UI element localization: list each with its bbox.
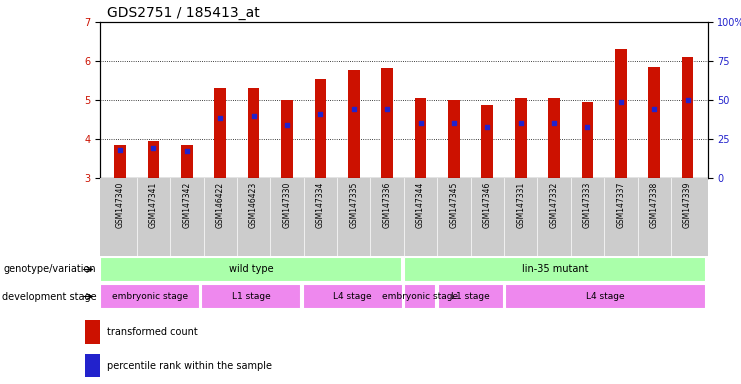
Point (548, 120, 560, 126)
Bar (281, 100, 293, 178)
Text: GSM147344: GSM147344 (416, 182, 425, 228)
Text: GSM146423: GSM146423 (249, 182, 258, 228)
Bar (515, 98, 527, 178)
Text: GSM146422: GSM146422 (216, 182, 225, 228)
Text: L4 stage: L4 stage (586, 292, 625, 301)
Point (281, 122, 293, 128)
Bar (404, 257, 706, 281)
Bar (100, 284, 200, 309)
Point (448, 119, 460, 126)
Bar (247, 88, 259, 178)
Bar (314, 79, 326, 178)
Text: GSM147345: GSM147345 (450, 182, 459, 228)
Bar (404, 284, 436, 309)
Bar (548, 98, 560, 178)
Bar (505, 284, 706, 309)
Text: GSM147341: GSM147341 (149, 182, 158, 228)
Point (381, 106, 393, 112)
Bar (302, 284, 402, 309)
Bar (147, 141, 159, 178)
Bar (382, 68, 393, 178)
Point (214, 114, 226, 121)
Text: GSM147334: GSM147334 (316, 182, 325, 228)
Text: GSM147337: GSM147337 (617, 182, 625, 228)
Point (314, 111, 326, 117)
Text: GSM147346: GSM147346 (483, 182, 492, 228)
Point (615, 99, 627, 105)
Point (348, 106, 359, 112)
Bar (85, 354, 100, 377)
Point (247, 113, 259, 119)
Text: GSM147338: GSM147338 (650, 182, 659, 228)
Text: transformed count: transformed count (107, 328, 198, 338)
Text: GSM147332: GSM147332 (550, 182, 559, 228)
Bar (415, 98, 426, 178)
Point (648, 106, 660, 112)
Text: L1 stage: L1 stage (451, 292, 490, 301)
Point (482, 124, 494, 131)
Point (415, 119, 427, 126)
Text: development stage: development stage (1, 291, 96, 301)
Text: GSM147331: GSM147331 (516, 182, 525, 228)
Bar (100, 257, 402, 281)
Bar (482, 105, 494, 178)
Point (147, 144, 159, 151)
Text: embryonic stage: embryonic stage (382, 292, 458, 301)
Text: wild type: wild type (229, 265, 273, 275)
Point (181, 147, 193, 154)
Text: GSM147330: GSM147330 (282, 182, 291, 228)
Text: GSM147333: GSM147333 (583, 182, 592, 228)
Bar (181, 145, 193, 178)
Bar (438, 284, 504, 309)
Text: GSM147335: GSM147335 (349, 182, 358, 228)
Bar (682, 57, 694, 178)
Bar (202, 284, 302, 309)
Bar (214, 88, 226, 178)
Bar (615, 48, 627, 178)
Bar (85, 321, 100, 344)
Point (114, 147, 126, 153)
Text: GSM147336: GSM147336 (382, 182, 392, 228)
Text: lin-35 mutant: lin-35 mutant (522, 265, 588, 275)
Text: percentile rank within the sample: percentile rank within the sample (107, 361, 273, 371)
Point (582, 124, 594, 131)
Text: L4 stage: L4 stage (333, 292, 372, 301)
Point (515, 120, 527, 126)
Point (682, 97, 694, 103)
Text: GSM147339: GSM147339 (683, 182, 692, 228)
Bar (648, 67, 660, 178)
Bar (114, 145, 126, 178)
Text: genotype/variation: genotype/variation (4, 265, 96, 275)
Bar (582, 102, 594, 178)
Bar (348, 70, 359, 178)
Text: L1 stage: L1 stage (232, 292, 270, 301)
Text: GSM147340: GSM147340 (116, 182, 124, 228)
Text: embryonic stage: embryonic stage (112, 292, 188, 301)
Text: GDS2751 / 185413_at: GDS2751 / 185413_at (107, 6, 260, 20)
Bar (448, 100, 459, 178)
Text: GSM147342: GSM147342 (182, 182, 191, 228)
